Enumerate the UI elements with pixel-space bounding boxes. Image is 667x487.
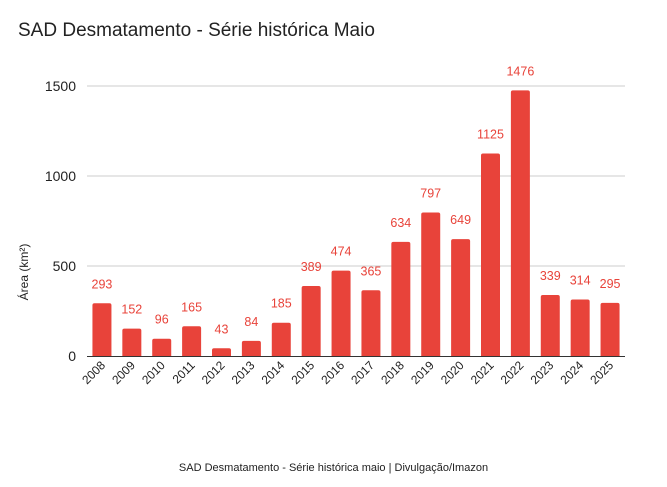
data-label-2014: 185 <box>271 297 292 311</box>
x-tick-label-2014: 2014 <box>259 358 288 387</box>
gridlines <box>87 85 625 267</box>
data-label-2010: 96 <box>155 313 169 327</box>
x-tick-label-2013: 2013 <box>229 358 258 387</box>
bar-chart: 293 152 96 165 43 84 185 389 474 365 634 797 649 1125… <box>16 64 625 387</box>
x-tick-label-2011: 2011 <box>170 358 198 386</box>
x-tick-label-2023: 2023 <box>528 358 557 387</box>
bar-2019 <box>421 212 441 356</box>
x-tick-label-2018: 2018 <box>378 358 407 387</box>
bar-2009 <box>122 328 142 356</box>
data-label-2023: 339 <box>540 269 561 283</box>
data-label-2018: 634 <box>390 216 411 230</box>
data-label-2012: 43 <box>215 322 229 336</box>
bar-2015 <box>301 285 321 356</box>
x-tick-label-2009: 2009 <box>109 358 138 387</box>
bar-2022 <box>510 90 530 356</box>
bar-2016 <box>331 270 351 356</box>
y-tick-label: 1500 <box>45 78 76 94</box>
data-label-2015: 389 <box>301 260 322 274</box>
data-label-2017: 365 <box>361 264 382 278</box>
y-tick-label: 1000 <box>45 168 76 184</box>
bar-2010 <box>152 338 172 356</box>
bar-2024 <box>570 299 590 356</box>
bar-2018 <box>391 241 411 356</box>
bar-2013 <box>241 340 261 356</box>
bar-2023 <box>540 294 560 356</box>
bar-2025 <box>600 302 620 356</box>
data-label-2021: 1125 <box>477 128 504 142</box>
bar-2021 <box>481 153 500 356</box>
data-label-2022: 1476 <box>506 64 534 78</box>
x-axis-ticks: 2008 2009 2010 2011 2012 2013 2014 2015 2016 2017… <box>79 358 616 387</box>
x-tick-label-2021: 2021 <box>468 358 497 387</box>
bar-2014 <box>271 322 291 356</box>
bar-2017 <box>361 290 381 356</box>
data-label-2025: 295 <box>600 277 621 291</box>
x-tick-label-2015: 2015 <box>289 358 318 387</box>
x-tick-label-2016: 2016 <box>318 358 347 387</box>
x-tick-label-2008: 2008 <box>79 358 108 387</box>
y-axis-ticks: 0 500 1000 1500 <box>45 78 76 364</box>
data-labels: 293 152 96 165 43 84 185 389 474 365 634 797 649 1125… <box>92 64 621 336</box>
y-axis-label: Área (km²) <box>16 244 31 301</box>
data-label-2011: 165 <box>181 300 202 314</box>
data-label-2024: 314 <box>570 273 591 287</box>
x-tick-label-2020: 2020 <box>438 358 467 387</box>
caption: SAD Desmatamento - Série histórica maio … <box>178 462 489 474</box>
data-label-2019: 797 <box>420 187 441 201</box>
x-tick-label-2017: 2017 <box>348 358 377 387</box>
bar-2011 <box>182 326 202 356</box>
data-label-2009: 152 <box>121 303 142 317</box>
bar-2012 <box>212 348 231 356</box>
bar-2008 <box>92 303 112 356</box>
x-tick-label-2010: 2010 <box>139 358 168 387</box>
chart-title: SAD Desmatamento - Série histórica Maio <box>18 20 375 41</box>
x-tick-label-2022: 2022 <box>498 358 527 387</box>
bars <box>92 90 620 356</box>
data-label-2013: 84 <box>244 315 258 329</box>
x-tick-label-2012: 2012 <box>199 358 228 387</box>
y-tick-label: 500 <box>53 258 77 274</box>
x-tick-label-2024: 2024 <box>558 358 587 387</box>
data-label-2008: 293 <box>92 277 113 291</box>
x-tick-label-2025: 2025 <box>587 358 616 387</box>
bar-2020 <box>451 239 471 356</box>
data-label-2020: 649 <box>450 213 471 227</box>
y-tick-label: 0 <box>68 348 76 364</box>
data-label-2016: 474 <box>331 245 352 259</box>
x-tick-label-2019: 2019 <box>408 358 437 387</box>
